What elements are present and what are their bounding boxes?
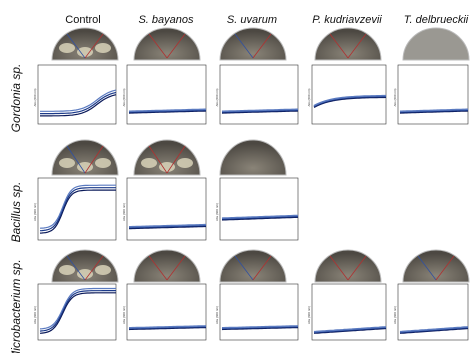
streak xyxy=(234,33,254,59)
row-label: Microbacterium sp. xyxy=(9,259,23,353)
axis-label: Abs (600 nm) xyxy=(33,306,37,324)
plot-frame xyxy=(219,64,299,125)
petri-dish xyxy=(314,249,382,283)
streak xyxy=(347,255,367,281)
axis-label: Abs (600 nm) xyxy=(122,88,126,106)
axis-label: Abs (600 nm) xyxy=(307,88,311,106)
streak xyxy=(347,33,367,59)
streak xyxy=(66,255,86,281)
streak xyxy=(148,145,168,174)
streak xyxy=(166,255,186,281)
plot-frame xyxy=(126,177,207,241)
growth-curve xyxy=(222,108,298,113)
plot-frame xyxy=(219,283,299,341)
plot-frame xyxy=(311,64,387,125)
colony xyxy=(95,265,111,275)
growth-curve xyxy=(39,292,116,334)
petri-dish xyxy=(402,249,470,283)
growth-curve xyxy=(400,108,468,113)
streak xyxy=(148,33,168,59)
colony xyxy=(141,158,157,168)
growth-curve xyxy=(39,187,116,232)
growth-curve xyxy=(40,94,117,117)
axis-label: Abs (600 nm) xyxy=(122,203,126,221)
petri-dish xyxy=(219,139,287,176)
petri-dish xyxy=(133,27,201,61)
growth-curve xyxy=(313,94,386,107)
growth-curve xyxy=(39,189,116,234)
axis-label: Abs (600 nm) xyxy=(33,88,37,106)
growth-curve xyxy=(129,325,207,329)
growth-curve xyxy=(221,214,298,219)
petri-dish xyxy=(133,249,201,283)
petri-dish xyxy=(314,27,382,61)
growth-curve xyxy=(40,89,117,112)
row-label: Gordonia sp. xyxy=(9,64,23,133)
axis-label: Abs (600 nm) xyxy=(215,306,219,324)
column-label: S. uvarum xyxy=(227,14,277,26)
streak xyxy=(435,255,455,281)
colony xyxy=(95,158,111,168)
growth-curve xyxy=(313,326,387,333)
column-label: Control xyxy=(65,14,100,26)
row-label: Bacillus sp. xyxy=(9,182,23,243)
colony xyxy=(77,47,93,57)
streak xyxy=(84,33,104,59)
petri-dish xyxy=(402,27,470,61)
colony xyxy=(59,43,75,53)
axis-label: Abs (600 nm) xyxy=(393,88,397,106)
streak xyxy=(66,145,86,174)
streak xyxy=(66,33,86,59)
streak xyxy=(84,145,104,174)
colony xyxy=(59,158,75,168)
colony xyxy=(77,162,93,172)
streak xyxy=(252,33,272,59)
axis-label: Abs (600 nm) xyxy=(393,306,397,324)
plot-frame xyxy=(126,283,207,341)
growth-curve xyxy=(222,325,299,329)
growth-curve xyxy=(129,108,206,113)
colony xyxy=(95,43,111,53)
streak xyxy=(252,255,272,281)
plot-frame xyxy=(37,177,117,241)
plot-frame xyxy=(126,64,207,125)
streak xyxy=(166,145,186,174)
axis-label: Abs (600 nm) xyxy=(307,306,311,324)
colony xyxy=(59,265,75,275)
growth-curve xyxy=(399,326,469,333)
streak xyxy=(329,33,349,59)
column-label: P. kudriavzevii xyxy=(312,14,382,26)
growth-curve xyxy=(39,184,116,229)
axis-label: Abs (600 nm) xyxy=(215,203,219,221)
axis-label: Abs (600 nm) xyxy=(33,203,37,221)
axis-label: Abs (600 nm) xyxy=(215,88,219,106)
streak xyxy=(417,255,437,281)
plot-frame xyxy=(219,177,299,241)
growth-curve xyxy=(39,290,116,332)
column-label: S. bayanos xyxy=(138,14,194,26)
colony xyxy=(177,158,193,168)
streak xyxy=(84,255,104,281)
colony xyxy=(77,269,93,279)
column-label: T. delbrueckii xyxy=(404,14,469,26)
streak xyxy=(148,255,168,281)
streak xyxy=(329,255,349,281)
streak xyxy=(234,255,254,281)
petri-dish xyxy=(219,249,287,283)
plot-frame xyxy=(397,64,469,125)
growth-curve xyxy=(129,223,206,228)
streak xyxy=(166,33,186,59)
growth-curve xyxy=(40,91,117,115)
petri-dish xyxy=(219,27,287,61)
growth-curve xyxy=(39,287,116,330)
axis-label: Abs (600 nm) xyxy=(122,306,126,324)
colony xyxy=(159,162,175,172)
